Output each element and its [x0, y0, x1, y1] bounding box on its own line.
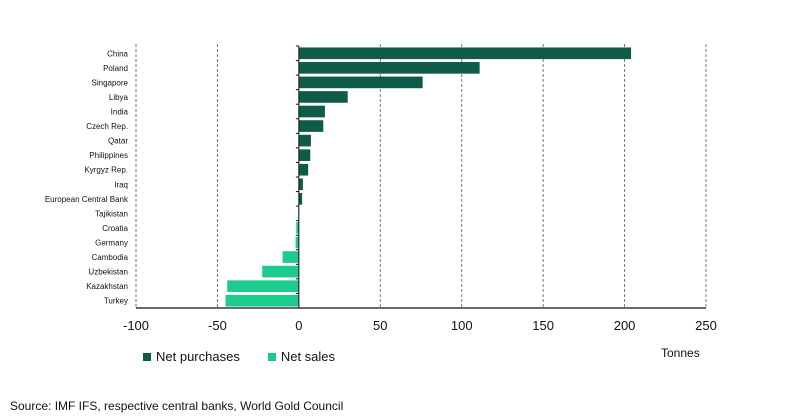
- x-tick-label: 0: [295, 318, 302, 333]
- bar: [295, 236, 299, 249]
- y-tick-label: European Central Bank: [45, 195, 129, 204]
- legend: Net purchases Net sales: [143, 349, 335, 364]
- y-tick-label: Qatar: [108, 137, 128, 146]
- x-tick-label: -50: [208, 318, 227, 333]
- y-tick-label: Turkey: [104, 297, 128, 306]
- bar: [298, 149, 311, 161]
- bar: [298, 76, 423, 89]
- source-note: Source: IMF IFS, respective central bank…: [10, 399, 344, 413]
- y-tick-label: China: [107, 49, 128, 58]
- y-tick-label: Czech Rep.: [86, 122, 128, 131]
- bar: [298, 120, 324, 132]
- bar-chart: -100 -50 0 50 100 150 200 250 China Poland Singapo…: [45, 44, 717, 333]
- y-tick-label: Cambodia: [92, 253, 129, 262]
- bar: [298, 193, 303, 205]
- y-tick-label: Kazakhstan: [86, 282, 128, 291]
- legend-item-net-purchases: Net purchases: [143, 349, 240, 364]
- bar: [298, 134, 311, 147]
- y-tick-label: Libya: [109, 93, 129, 102]
- bar: [282, 251, 299, 263]
- y-tick-label: Germany: [95, 239, 128, 248]
- bar: [298, 105, 325, 118]
- x-axis-label: Tonnes: [661, 346, 700, 360]
- y-tick-label: Croatia: [102, 224, 128, 233]
- x-tick-label: -100: [123, 318, 149, 333]
- legend-label: Net sales: [280, 349, 336, 364]
- bar: [296, 222, 299, 234]
- bar: [225, 294, 299, 307]
- y-tick-label: Poland: [103, 64, 128, 73]
- legend-label: Net purchases: [156, 349, 240, 364]
- bar: [298, 91, 348, 103]
- x-tick-label: 200: [614, 318, 636, 333]
- y-tick-label: India: [111, 108, 129, 117]
- legend-item-net-sales: Net sales: [267, 349, 336, 364]
- y-tick-label: Uzbekistan: [88, 268, 128, 277]
- y-tick-label: Tajikistan: [95, 209, 128, 218]
- x-tick-label: 50: [373, 318, 387, 333]
- bar: [298, 47, 632, 60]
- bar: [227, 280, 299, 292]
- legend-swatch-net-sales: [267, 352, 276, 361]
- x-tick-label: 100: [451, 318, 473, 333]
- x-tick-label: 250: [695, 318, 717, 333]
- y-tick-label: Kyrgyz Rep.: [84, 166, 128, 175]
- y-tick-label: Singapore: [92, 78, 129, 87]
- bar: [298, 62, 480, 74]
- y-tick-label: Philippines: [89, 151, 128, 160]
- bar: [298, 163, 309, 176]
- x-tick-label: 150: [532, 318, 554, 333]
- y-tick-label: Iraq: [114, 180, 128, 189]
- bar: [262, 265, 299, 278]
- legend-swatch-net-purchases: [143, 352, 151, 361]
- bar: [298, 178, 303, 191]
